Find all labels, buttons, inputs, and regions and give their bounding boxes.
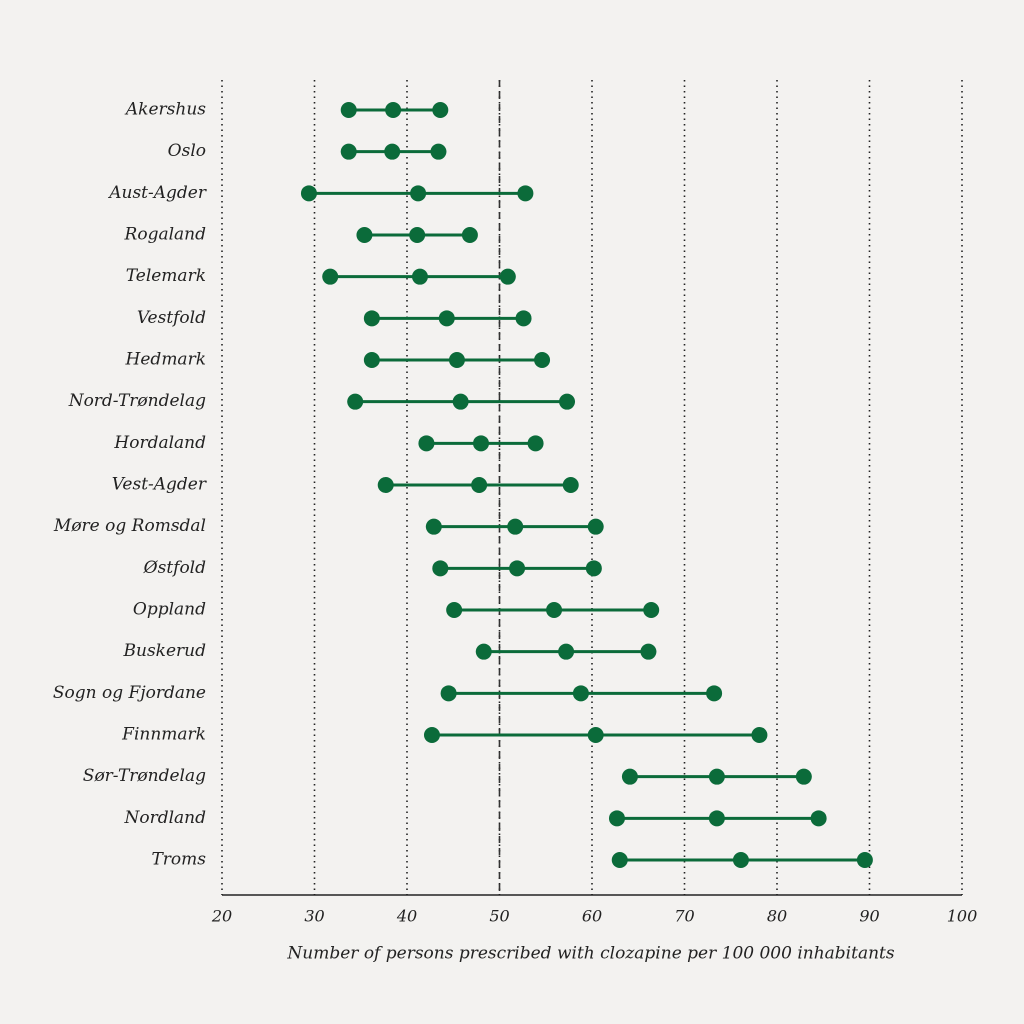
dot (515, 310, 532, 327)
dot (507, 518, 524, 535)
y-tick-label: Sogn og Fjordane (53, 683, 206, 703)
x-tick-label: 60 (582, 907, 602, 926)
x-tick-label: 40 (396, 907, 417, 926)
dot (751, 727, 768, 743)
dot (587, 727, 604, 743)
dot (572, 685, 589, 702)
x-tick-label: 50 (489, 907, 509, 926)
y-tick-label: Oppland (133, 600, 206, 620)
y-tick-label: Vest-Agder (112, 475, 207, 495)
dot (546, 602, 563, 618)
dot (377, 477, 394, 493)
dot (509, 560, 526, 577)
dot (527, 435, 544, 452)
dot (517, 185, 534, 202)
dot (448, 352, 465, 368)
x-tick-label: 30 (304, 907, 324, 926)
dot (430, 143, 447, 160)
y-tick-label: Rogaland (124, 225, 207, 245)
y-tick-label: Akershus (124, 100, 206, 120)
dot (562, 477, 579, 493)
y-tick-label: Nord-Trøndelag (68, 391, 206, 411)
dot (411, 268, 428, 285)
dot (409, 227, 426, 243)
x-tick-label: 90 (859, 907, 879, 926)
dot (340, 102, 357, 118)
y-tick-label: Finnmark (121, 725, 206, 745)
dot (708, 810, 725, 827)
dot (471, 477, 488, 493)
dot (499, 268, 516, 285)
dot (384, 143, 401, 160)
x-tick-label: 100 (947, 907, 978, 926)
dot (732, 852, 749, 868)
x-tick-label: 70 (674, 907, 694, 926)
dot (363, 352, 380, 368)
dot (534, 352, 551, 368)
dot (410, 185, 427, 202)
x-axis-label: Number of persons prescribed with clozap… (286, 944, 894, 964)
y-tick-label: Nordland (123, 808, 206, 828)
dot (432, 560, 449, 577)
dot (473, 435, 489, 452)
dot (446, 602, 463, 618)
dot (438, 310, 455, 327)
y-tick-label: Vestfold (137, 308, 206, 328)
dot (640, 643, 657, 660)
dot (300, 185, 317, 202)
dot (585, 560, 602, 577)
dot (558, 643, 575, 660)
y-tick-label: Møre og Romsdal (53, 516, 206, 536)
dot (452, 393, 469, 410)
x-tick-label: 80 (767, 907, 787, 926)
y-tick-label: Oslo (168, 141, 206, 161)
dot (856, 852, 873, 868)
dot (587, 518, 604, 535)
dot (356, 227, 373, 243)
dot (347, 393, 364, 410)
y-tick-label: Troms (151, 850, 206, 870)
y-tick-label: Buskerud (123, 641, 207, 661)
dot (611, 852, 628, 868)
y-tick-label: Sør-Trøndelag (83, 766, 206, 786)
dot (608, 810, 625, 827)
y-tick-label: Hedmark (125, 350, 206, 370)
dot (423, 727, 440, 743)
dot (322, 268, 339, 285)
dot (461, 227, 478, 243)
dot (795, 768, 812, 785)
y-tick-label: Aust-Agder (107, 183, 207, 203)
dot (621, 768, 638, 785)
dot (440, 685, 457, 702)
dot (340, 143, 357, 160)
dot (385, 102, 402, 118)
dot (559, 393, 576, 410)
dot (425, 518, 442, 535)
dot (363, 310, 380, 327)
dot (810, 810, 827, 827)
dot (643, 602, 660, 618)
y-tick-label: Østfold (143, 558, 206, 578)
y-tick-label: Hordaland (113, 433, 206, 453)
dot (475, 643, 492, 660)
dot (706, 685, 723, 702)
dot (418, 435, 435, 452)
dot (432, 102, 449, 118)
y-tick-label: Telemark (126, 266, 206, 286)
dot (708, 768, 725, 785)
x-tick-label: 20 (211, 907, 232, 926)
